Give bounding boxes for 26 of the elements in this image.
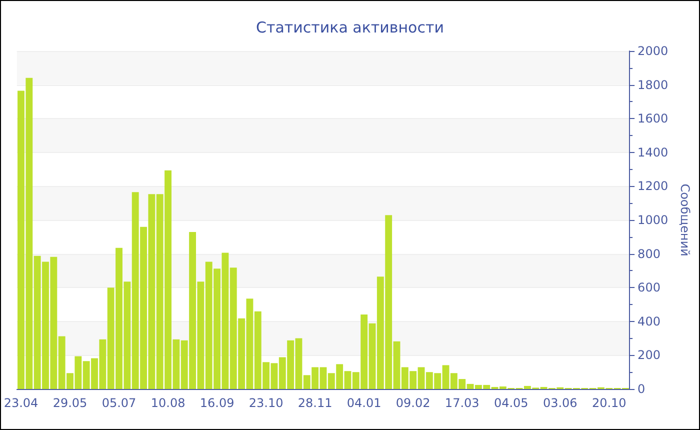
y-tick-label: 2000 xyxy=(638,44,668,58)
chart-title: Статистика активности xyxy=(256,18,444,36)
x-tick-label: 10.08 xyxy=(150,396,186,410)
x-tick-label: 04.05 xyxy=(494,396,528,410)
y-axis-title: Сообщений xyxy=(678,184,692,256)
y-tick-label: 400 xyxy=(638,314,660,328)
y-tick-label: 1800 xyxy=(638,78,668,92)
x-tick-label: 20.10 xyxy=(592,396,626,410)
x-tick-label: 17.03 xyxy=(444,396,480,410)
x-tick-label: 04.01 xyxy=(346,396,382,410)
y-tick-label: 800 xyxy=(638,246,660,261)
y-tick-label: 1400 xyxy=(638,145,668,160)
y-tick-label: 200 xyxy=(638,348,660,362)
x-tick-label: 28.11 xyxy=(298,396,332,410)
x-tick-label: 23.04 xyxy=(4,396,38,410)
y-tick-label: 1200 xyxy=(638,179,668,194)
x-tick-label: 05.07 xyxy=(102,396,136,410)
y-tick-label: 600 xyxy=(638,280,660,295)
y-tick-label: 1000 xyxy=(638,213,668,227)
y-tick-label: 1600 xyxy=(638,112,668,126)
x-tick-label: 16.09 xyxy=(200,396,234,410)
x-tick-label: 09.02 xyxy=(396,396,430,410)
x-tick-label: 23.10 xyxy=(248,396,284,410)
y-tick-label: 0 xyxy=(638,382,646,396)
x-tick-label: 29.05 xyxy=(52,396,88,410)
x-tick-label: 03.06 xyxy=(542,396,578,410)
